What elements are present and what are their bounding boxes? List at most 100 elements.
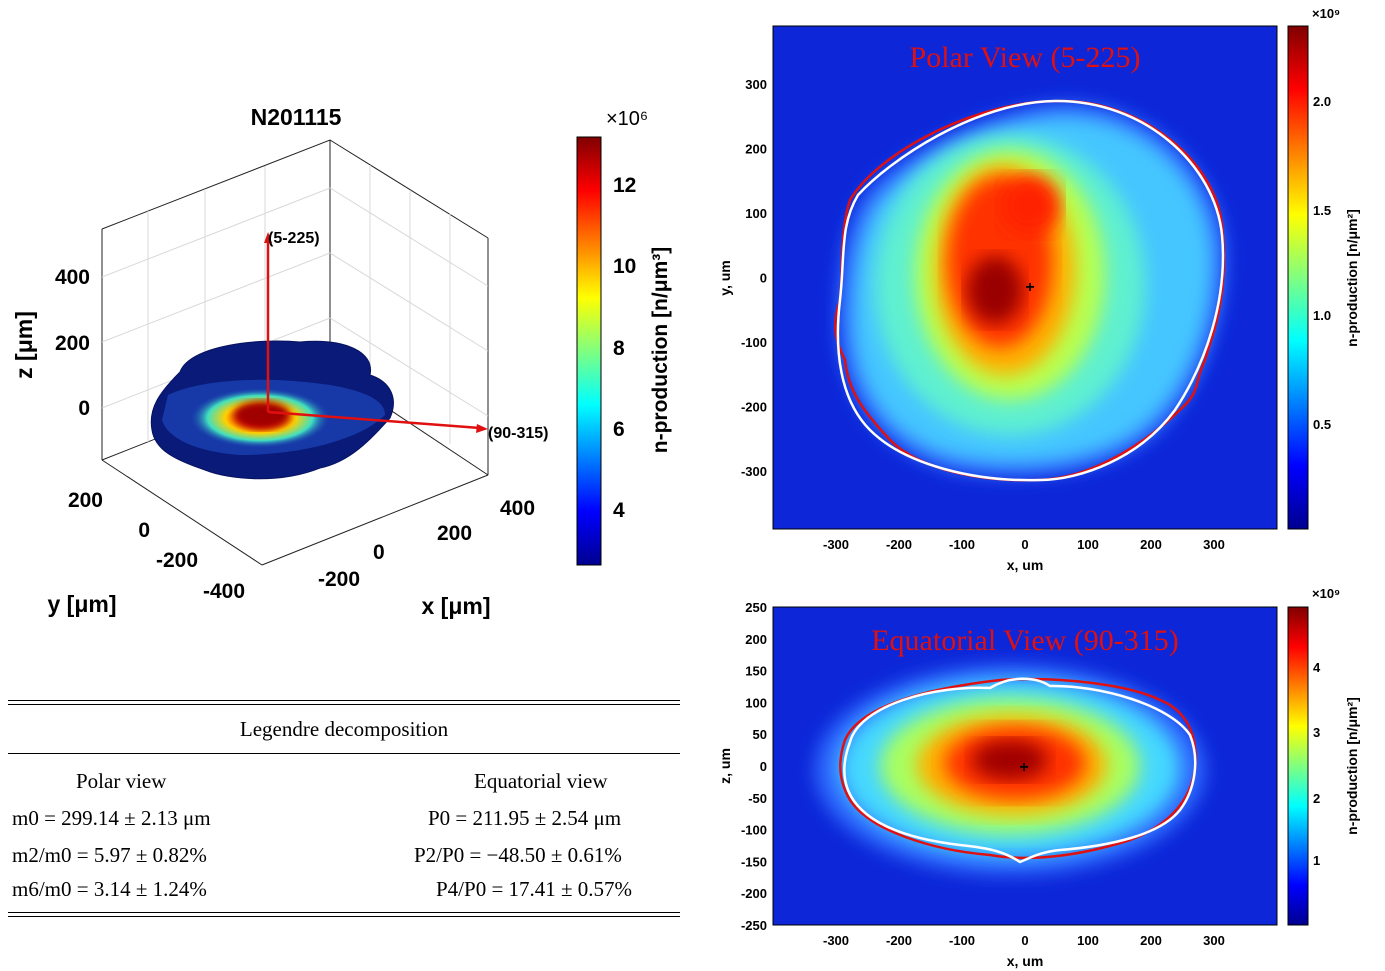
- equatorial-y-tick: 100: [745, 695, 767, 710]
- equatorial-y-label: z, um: [717, 748, 733, 784]
- polar-colorbar-tick: 1.5: [1313, 203, 1331, 218]
- x-axis-label: x [μm]: [421, 593, 490, 619]
- equatorial-x-tick: 0: [1021, 933, 1028, 948]
- equatorial-y-ticks: 250 200 150 100 50 0 -50 -100 -150 -200 -250: [741, 600, 767, 933]
- table-title: Legendre decomposition: [239, 717, 449, 741]
- polar-colorbar-label: n-production [n/μm²]: [1344, 209, 1360, 347]
- arrow-equatorial-head: [476, 424, 488, 433]
- table-cell: P0 = 211.95 ± 2.54 μm: [428, 806, 622, 830]
- polar-x-tick: 100: [1077, 537, 1099, 552]
- polar-x-tick: -100: [949, 537, 975, 552]
- table-cell: P4/P0 = 17.41 ± 0.57%: [436, 877, 633, 901]
- polar-title: Polar View (5-225): [910, 41, 1141, 74]
- table-cell: m6/m0 = 3.14 ± 1.24%: [12, 877, 207, 901]
- colorbar-ticks: 12 10 8 6 4: [613, 174, 636, 522]
- polar-y-tick: 200: [745, 142, 767, 157]
- polar-y-tick: 100: [745, 206, 767, 221]
- table-rule-mid: [8, 753, 680, 754]
- equatorial-heatmap: [815, 665, 1205, 875]
- equatorial-y-tick: -150: [741, 854, 767, 869]
- table-cell: m0 = 299.14 ± 2.13 μm: [12, 806, 211, 830]
- equatorial-contour-measured: [839, 677, 1197, 860]
- x-tick: 0: [373, 541, 385, 564]
- polar-x-tick: 0: [1021, 537, 1028, 552]
- x-ticks: 400 200 0 -200: [318, 497, 535, 591]
- table-rule-top: [8, 700, 680, 701]
- y-ticks: 200 0 -200 -400: [68, 489, 245, 603]
- y-tick: 0: [138, 519, 150, 542]
- y-tick: -200: [156, 549, 198, 572]
- equatorial-view-plot: + Equatorial View (90-315) 2502001501005…: [717, 586, 1360, 969]
- polar-x-tick: -300: [823, 537, 849, 552]
- polar-colorbar-exponent: ×10⁹: [1312, 6, 1340, 21]
- colorbar-tick: 4: [613, 499, 625, 522]
- polar-colorbar-ticks: 2.0 1.5 1.0 0.5: [1313, 94, 1331, 432]
- equatorial-colorbar-tick: 4: [1313, 660, 1321, 675]
- z-ticks: 400 200 0: [55, 266, 90, 420]
- equatorial-colorbar-label: n-production [n/μm²]: [1344, 697, 1360, 835]
- z-axis-label: z [μm]: [11, 311, 37, 379]
- equatorial-center-marker: +: [1019, 759, 1028, 776]
- polar-colorbar: [1287, 25, 1309, 530]
- table-header-equatorial: Equatorial view: [474, 769, 608, 793]
- equatorial-x-ticks: -300 -200 -100 0 100 200 300: [823, 933, 1225, 948]
- colorbar-exponent: ×10⁶: [606, 108, 648, 130]
- left-title: N201115: [251, 104, 342, 130]
- x-tick: 200: [437, 522, 472, 545]
- equatorial-y-tick: -250: [741, 918, 767, 933]
- arrow-polar-head: [264, 232, 272, 243]
- polar-y-tick: -100: [741, 335, 767, 350]
- equatorial-colorbar-tick: 3: [1313, 725, 1320, 740]
- polar-x-ticks: -300 -200 -100 0 100 200 300: [823, 537, 1225, 552]
- polar-y-ticks: 300 200 100 0 -100 -200 -300: [741, 77, 767, 479]
- arrow-equatorial-label: (90-315): [488, 425, 548, 442]
- polar-center-marker: +: [1025, 279, 1034, 296]
- table-cell: m2/m0 = 5.97 ± 0.82%: [12, 843, 207, 867]
- equatorial-y-tick: -100: [741, 823, 767, 838]
- polar-y-tick: 0: [760, 271, 767, 286]
- polar-view-plot: + Polar View (5-225) 3002001000-100-200-…: [717, 6, 1360, 573]
- equatorial-colorbar-tick: 2: [1313, 791, 1320, 806]
- equatorial-y-tick: 200: [745, 632, 767, 647]
- colorbar-label: n-production [n/μm³]: [649, 247, 672, 453]
- direction-arrows: (5-225) (90-315): [264, 230, 548, 442]
- equatorial-colorbar: [1287, 606, 1309, 926]
- colorbar-tick: 10: [613, 255, 636, 278]
- polar-x-tick: -200: [886, 537, 912, 552]
- polar-x-label: x, um: [1007, 557, 1044, 573]
- equatorial-colorbar-tick: 1: [1313, 853, 1320, 868]
- left-3d-plot: N201115: [11, 104, 672, 619]
- equatorial-x-tick: -100: [949, 933, 975, 948]
- equatorial-y-tick: -50: [748, 791, 767, 806]
- left-colorbar: ×10⁶ 12 10 8 6 4 n-production [n/μm³]: [576, 108, 672, 566]
- equatorial-y-tick: 150: [745, 664, 767, 679]
- x-tick: 400: [500, 497, 535, 520]
- arrow-polar-label: (5-225): [268, 230, 320, 247]
- polar-heatmap: [834, 99, 1226, 482]
- y-tick: -400: [203, 580, 245, 603]
- x-tick: -200: [318, 568, 360, 591]
- polar-y-tick: -200: [741, 399, 767, 414]
- equatorial-y-tick: -200: [741, 886, 767, 901]
- polar-x-tick: 200: [1140, 537, 1162, 552]
- equatorial-x-tick: -300: [823, 933, 849, 948]
- equatorial-contour-fit: [843, 677, 1197, 864]
- equatorial-y-tick: 0: [760, 759, 767, 774]
- colorbar-tick: 12: [613, 174, 636, 197]
- equatorial-colorbar-ticks: 4 3 2 1: [1313, 660, 1321, 868]
- polar-colorbar-tick: 2.0: [1313, 94, 1331, 109]
- equatorial-x-tick: -200: [886, 933, 912, 948]
- polar-x-tick: 300: [1203, 537, 1225, 552]
- equatorial-x-tick: 100: [1077, 933, 1099, 948]
- y-axis-label: y [μm]: [47, 591, 116, 617]
- polar-colorbar-tick: 0.5: [1313, 417, 1331, 432]
- table-rule-bottom-2: [8, 916, 680, 917]
- z-tick: 200: [55, 332, 90, 355]
- z-tick: 0: [78, 397, 90, 420]
- polar-colorbar-tick: 1.0: [1313, 308, 1331, 323]
- neutron-source-blob: [150, 340, 394, 480]
- arrow-equatorial: [267, 410, 481, 430]
- polar-y-label: y, um: [717, 260, 733, 296]
- equatorial-x-label: x, um: [1007, 953, 1044, 969]
